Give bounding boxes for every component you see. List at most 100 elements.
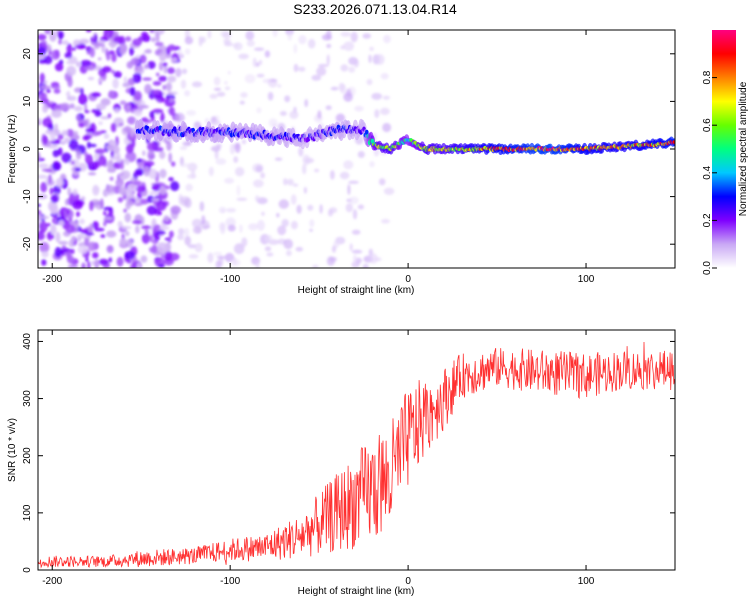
spectrogram-noise-blob [75,44,87,50]
spectrogram-noise-blob [107,113,112,119]
spectrogram-noise-blob [233,156,239,164]
spectrogram-noise-blob [265,234,273,244]
spectrogram-noise-blob [207,30,212,39]
spectrogram-noise-blob [105,185,115,193]
spectrogram-noise-blob [108,90,114,98]
spectrogram-noise-blob [42,135,49,145]
spectrogram-noise-blob [349,243,353,252]
spectrogram-noise-blob [166,141,172,151]
spectrogram-noise-blob [67,264,79,268]
colorbar-tick-label: 0.0 [702,261,713,275]
spectrogram-noise-blob [213,76,221,86]
spectrogram-noise-blob [50,85,61,89]
spectrogram-noise-blob [152,81,162,86]
snr-x-label: Height of straight line (km) [298,586,415,597]
spectrogram-noise-blob [135,185,146,193]
spectrogram-noise-blob [316,66,327,76]
spectrogram-noise-blob [119,43,127,55]
spectrogram-noise-blob [227,224,236,232]
spectrogram-noise-blob [66,254,74,264]
snr-y-tick-label: 0 [22,567,33,573]
spectrogram-noise-blob [335,113,346,123]
spectrogram-noise-blob [103,210,107,216]
spectrogram-noise-blob [52,161,62,171]
spectrogram-noise-blob [79,218,85,225]
spectrogram-noise-blob [124,212,132,223]
snr-y-tick-label: 100 [22,504,33,521]
spectrogram-noise-blob [343,160,354,170]
spectrogram-noise-blob [162,85,166,91]
spectrogram-noise-blob [142,150,146,156]
spectrogram-noise-blob [66,129,74,137]
spectrogram-noise-blob [194,242,203,253]
spectrogram-noise-blob [116,256,124,267]
spectrogram-x-tick-label: -200 [42,274,62,285]
spectrogram-noise-blob [340,31,352,37]
spectrogram-noise-blob [65,92,69,96]
spectrogram-noise-blob [192,226,202,234]
spectrogram-noise-blob [357,151,365,158]
spectrogram-noise-blob [266,252,274,257]
spectrogram-noise-blob [180,79,187,89]
spectrogram-noise-blob [118,123,124,126]
spectrogram-noise-blob [84,109,90,114]
spectrogram-noise-blob [153,233,160,241]
spectrogram-noise-blob [85,30,92,33]
spectrogram-noise-blob [80,87,84,96]
spectrogram-noise-blob [113,36,123,44]
snr-series-line [38,341,675,569]
spectrogram-noise-blob [383,187,395,195]
spectrogram-ridge [135,118,675,156]
spectrogram-noise-blob [119,238,128,246]
spectrogram-noise-blob [103,133,110,140]
spectrogram-noise-blob [151,244,158,254]
spectrogram-noise-blob [164,237,170,241]
spectrogram-noise-blob [366,79,373,86]
spectrogram-noise-blob [314,168,320,173]
spectrogram-noise-blob [317,110,322,119]
spectrogram-noise-blob [75,150,82,160]
spectrogram-noise-blob [106,245,114,254]
spectrogram-noise-blob [106,230,117,238]
spectrogram-noise-blob [48,174,52,185]
spectrogram-noise-blob [309,219,315,228]
colorbar-tick-label: 0.2 [702,213,713,227]
spectrogram-noise-blob [68,139,79,150]
spectrogram-noise-blob [126,104,131,111]
spectrogram-noise-blob [256,62,260,67]
spectrogram-noise-blob [109,176,114,181]
spectrogram-noise-blob [100,116,111,120]
spectrogram-noise-blob [357,204,365,210]
spectrogram-noise-blob [274,157,283,161]
spectrogram-noise-blob [66,208,70,216]
spectrogram-noise-blob [238,53,249,60]
spectrogram-noise-blob [272,30,278,38]
spectrogram-noise-blob [149,234,154,243]
spectrogram-noise-blob [147,195,155,203]
spectrogram-noise-blob [87,76,95,81]
spectrogram-noise-blob [298,66,306,72]
spectrogram-noise-blob [38,174,48,179]
spectrogram-noise-blob [48,231,52,241]
spectrogram-noise-blob [213,251,223,256]
snr-x-tick-label: -100 [220,576,240,587]
spectrogram-noise-blob [84,237,90,246]
spectrogram-noise-blob [39,54,46,59]
spectrogram-noise-blob [287,32,293,41]
spectrogram-noise-blob [375,54,385,65]
spectrogram-noise-blob [345,88,352,98]
spectrogram-noise-blob [45,223,52,227]
spectrogram-noise-blob [177,49,183,58]
snr-y-axis: 0 100 200 300 400 [22,333,675,573]
spectrogram-noise-blob [279,111,287,116]
spectrogram-noise-blob [340,45,345,50]
spectrogram-noise-blob [362,263,369,268]
spectrogram-noise-blob [120,170,131,180]
spectrogram-noise-blob [171,57,178,62]
spectrogram-noise-blob [362,33,372,39]
spectrogram-noise-blob [147,61,156,69]
spectrogram-noise-blob [94,259,100,268]
spectrogram-noise-blob [149,30,155,33]
spectrogram-noise-blob [46,88,51,93]
